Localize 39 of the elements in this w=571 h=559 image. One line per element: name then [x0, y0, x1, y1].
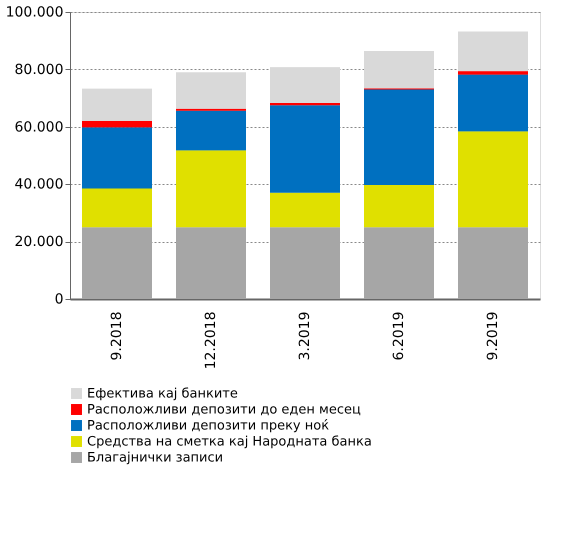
x-tick-label: 3.2019: [297, 312, 313, 360]
bar: [458, 32, 528, 72]
x-tick-label: 9.2018: [109, 312, 125, 360]
y-tick-label: 60.000: [14, 119, 64, 136]
x-tick-label: 6.2019: [391, 312, 407, 360]
bar: [82, 88, 152, 122]
legend-label: Расположливи депозити до еден месец: [87, 402, 361, 418]
bar: [82, 227, 152, 299]
bar: [458, 227, 528, 299]
bar: [176, 72, 246, 109]
bar: [270, 102, 340, 106]
x-tick-label: 12.2018: [203, 312, 219, 370]
bar: [82, 127, 152, 189]
bar: [82, 121, 152, 128]
bar: [270, 105, 340, 193]
bar: [364, 185, 434, 228]
y-tick-label: 0: [54, 292, 64, 308]
bar: [364, 227, 434, 299]
y-tick-label: 20.000: [14, 234, 64, 250]
bar: [458, 74, 528, 132]
bar: [176, 110, 246, 150]
legend-label: Расположливи депозити преку ноќ: [87, 418, 330, 434]
legend-label: Ефектива кај банките: [87, 386, 238, 402]
bar: [270, 192, 340, 228]
bar: [364, 51, 434, 88]
bar: [82, 188, 152, 228]
y-tick-label: 100.000: [6, 4, 64, 20]
x-tick-label: 9.2019: [485, 312, 501, 360]
legend-label: Благајнички записи: [87, 450, 224, 466]
bar: [270, 67, 340, 103]
bar: [176, 227, 246, 299]
bar: [458, 71, 528, 75]
legend-label: Средства на сметка кај Народната банка: [87, 434, 372, 450]
bar: [458, 131, 528, 228]
bar: [364, 89, 434, 186]
y-tick-label: 80.000: [14, 62, 64, 78]
bar: [270, 227, 340, 299]
y-tick-label: 40.000: [14, 176, 64, 193]
bar: [176, 150, 246, 228]
